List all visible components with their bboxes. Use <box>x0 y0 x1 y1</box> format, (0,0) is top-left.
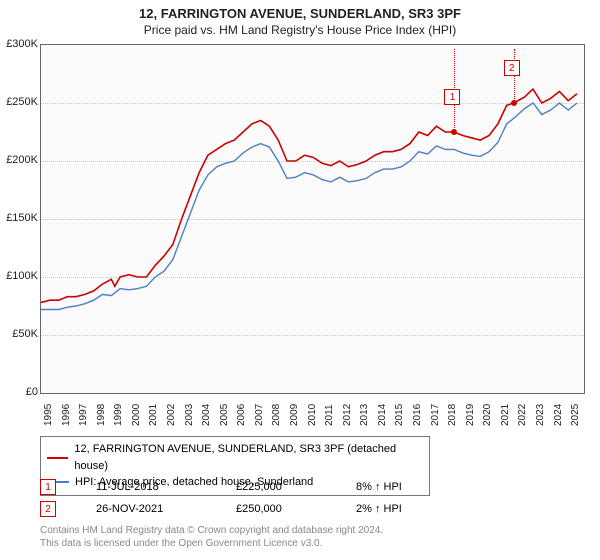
x-axis-label: 1998 <box>96 404 107 426</box>
x-axis-label: 2011 <box>324 404 335 426</box>
x-axis-label: 2023 <box>535 404 546 426</box>
marker-flag: 2 <box>504 60 520 76</box>
marker-dot <box>511 100 517 106</box>
x-axis-label: 2020 <box>482 404 493 426</box>
x-axis-label: 2005 <box>219 404 230 426</box>
transaction-price: £250,000 <box>236 503 316 515</box>
footer-line1: Contains HM Land Registry data © Crown c… <box>40 524 383 537</box>
chart-marker: 1 <box>451 129 457 135</box>
x-axis-label: 2010 <box>307 404 318 426</box>
y-axis-label: £200K <box>0 154 38 166</box>
transaction-date: 26-NOV-2021 <box>96 503 196 515</box>
x-axis-label: 2003 <box>184 404 195 426</box>
transaction-marker: 2 <box>40 501 56 517</box>
marker-flag: 1 <box>444 89 460 105</box>
x-axis-label: 2022 <box>517 404 528 426</box>
y-axis-label: £0 <box>0 386 38 398</box>
chart-title: 12, FARRINGTON AVENUE, SUNDERLAND, SR3 3… <box>0 0 600 21</box>
x-axis-label: 2024 <box>553 404 564 426</box>
transaction-table: 1 11-JUL-2018 £225,000 8% ↑ HPI 2 26-NOV-2021… <box>40 476 585 520</box>
x-axis-label: 2002 <box>166 404 177 426</box>
legend-row: 12, FARRINGTON AVENUE, SUNDERLAND, SR3 3… <box>47 441 423 474</box>
x-axis-label: 2004 <box>201 404 212 426</box>
x-axis-label: 2015 <box>394 404 405 426</box>
x-axis-label: 2012 <box>342 404 353 426</box>
legend-label: 12, FARRINGTON AVENUE, SUNDERLAND, SR3 3… <box>74 441 423 474</box>
x-axis-label: 1999 <box>113 404 124 426</box>
transaction-marker: 1 <box>40 479 56 495</box>
chart-subtitle: Price paid vs. HM Land Registry's House … <box>0 21 600 41</box>
y-axis-label: £150K <box>0 212 38 224</box>
x-axis-label: 2021 <box>500 404 511 426</box>
x-axis-label: 2018 <box>447 404 458 426</box>
x-axis-label: 2014 <box>377 404 388 426</box>
y-axis-label: £250K <box>0 96 38 108</box>
x-axis-label: 2000 <box>131 404 142 426</box>
x-axis-label: 1996 <box>61 404 72 426</box>
x-axis-label: 1995 <box>43 404 54 426</box>
x-axis-label: 2013 <box>359 404 370 426</box>
marker-vline <box>514 49 515 103</box>
marker-dot <box>451 129 457 135</box>
transaction-hpi: 8% ↑ HPI <box>356 481 402 493</box>
x-axis-label: 2001 <box>148 404 159 426</box>
chart-plot-area: 12 <box>40 44 585 394</box>
series-line <box>41 89 577 302</box>
footer-line2: This data is licensed under the Open Gov… <box>40 537 383 550</box>
series-line <box>41 103 577 310</box>
x-axis-label: 2017 <box>430 404 441 426</box>
x-axis-label: 2025 <box>570 404 581 426</box>
transaction-row: 2 26-NOV-2021 £250,000 2% ↑ HPI <box>40 498 585 520</box>
legend-swatch <box>47 457 68 459</box>
x-axis-label: 2008 <box>271 404 282 426</box>
x-axis-labels: 1995 1996 1997 1998 1999 2000 2001 2002 2003 2004… <box>40 396 585 436</box>
x-axis-label: 2006 <box>236 404 247 426</box>
y-axis-label: £100K <box>0 270 38 282</box>
x-axis-label: 2019 <box>465 404 476 426</box>
transaction-row: 1 11-JUL-2018 £225,000 8% ↑ HPI <box>40 476 585 498</box>
x-axis-label: 1997 <box>78 404 89 426</box>
transaction-hpi: 2% ↑ HPI <box>356 503 402 515</box>
x-axis-label: 2009 <box>289 404 300 426</box>
transaction-date: 11-JUL-2018 <box>96 481 196 493</box>
y-axis-label: £300K <box>0 38 38 50</box>
footer-attribution: Contains HM Land Registry data © Crown c… <box>40 524 383 550</box>
x-axis-label: 2007 <box>254 404 265 426</box>
y-axis-label: £50K <box>0 328 38 340</box>
transaction-price: £225,000 <box>236 481 316 493</box>
chart-marker: 2 <box>511 100 517 106</box>
x-axis-label: 2016 <box>412 404 423 426</box>
